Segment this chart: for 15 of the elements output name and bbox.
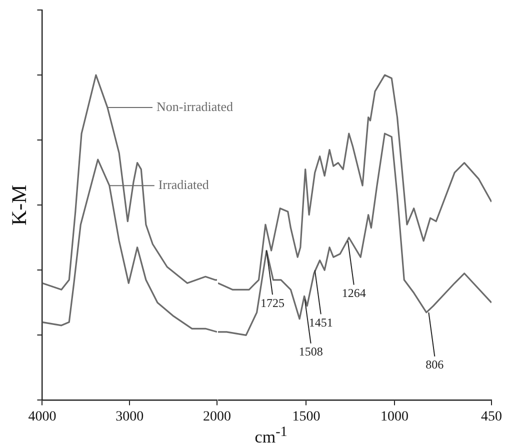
legend-label: Non-irradiated (156, 98, 234, 114)
x-tick-label: 3000 (116, 409, 144, 424)
annotation: 1451 (308, 315, 333, 330)
annotation: 806 (426, 358, 444, 372)
annotation: 1508 (298, 344, 323, 359)
legend-label: Irradiated (158, 177, 210, 192)
x-axis-title: cm$^{-1}$ (254, 424, 288, 447)
x-tick-label: 450 (481, 409, 502, 424)
annotation: 1725 (260, 296, 285, 310)
annotation: 1264 (342, 286, 366, 300)
y-axis-title: K-M (7, 184, 32, 226)
x-tick-label: 1500 (292, 409, 320, 424)
x-tick-label: 4000 (28, 409, 56, 424)
x-tick-label: 1000 (380, 409, 408, 424)
x-tick-label: 2000 (203, 409, 231, 424)
